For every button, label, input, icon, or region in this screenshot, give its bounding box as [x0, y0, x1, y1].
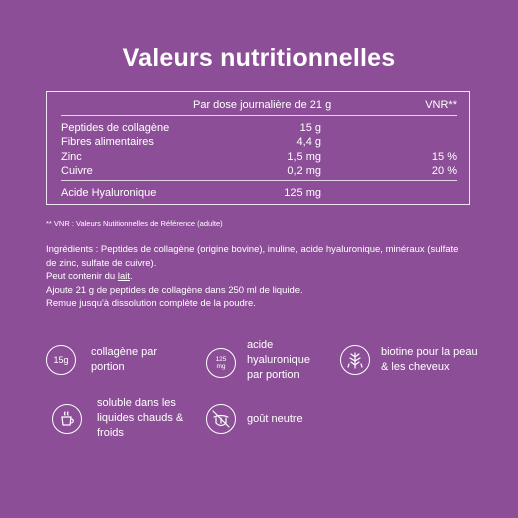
- page-title: Valeurs nutritionnelles: [122, 44, 396, 72]
- allergen-prefix: Peut contenir du: [46, 271, 118, 282]
- feature-biotin: biotine pour la peau & les cheveux: [340, 345, 481, 375]
- footnote: ** VNR : Valeurs Nutitionnelles de Référ…: [46, 219, 223, 228]
- nutrient-vnr: 20 %: [431, 165, 457, 177]
- nutrient-name: Peptides de collagène: [61, 122, 170, 134]
- feature-collagen: 15g collagène par portion: [46, 345, 176, 375]
- table-row: Zinc 1,5 mg 15 %: [47, 151, 469, 165]
- table-row: Acide Hyaluronique 125 mg: [47, 187, 469, 201]
- table-row: Fibres alimentaires 4,4 g: [47, 136, 469, 150]
- nutrient-quantity: 1,5 mg: [287, 151, 321, 163]
- nutrient-name: Fibres alimentaires: [61, 136, 154, 148]
- nutrient-quantity: 125 mg: [284, 187, 321, 199]
- feature-taste: goût neutre: [206, 404, 303, 434]
- nutrient-quantity: 4,4 g: [296, 136, 321, 148]
- usage-instruction: Remue jusqu'à dissolution complète de la…: [46, 298, 256, 309]
- hyaluronic-dose-icon: 125 mg: [206, 347, 236, 378]
- nutrient-quantity: 0,2 mg: [287, 165, 321, 177]
- table-row: Cuivre 0,2 mg 20 %: [47, 165, 469, 179]
- feature-label: biotine pour la peau & les cheveux: [381, 346, 478, 373]
- feature-label: goût neutre: [247, 412, 303, 425]
- feature-label: collagène par portion: [91, 346, 158, 373]
- allergen-name: lait: [117, 271, 130, 282]
- hyaluronic-dose-icon-unit: mg: [216, 362, 226, 370]
- allergen-notice: Peut contenir du lait.: [46, 270, 466, 284]
- hot-cup-icon: [52, 403, 82, 434]
- ingredients-block: Ingrédients : Peptides de collagène (ori…: [46, 243, 466, 311]
- feature-label: soluble dans les liquides chauds & froid…: [97, 397, 184, 439]
- ingredients-list: Ingrédients : Peptides de collagène (ori…: [46, 244, 459, 269]
- biotin-plant-icon: [340, 345, 370, 375]
- nutrient-quantity: 15 g: [299, 122, 321, 134]
- nutrient-name: Acide Hyaluronique: [61, 187, 157, 199]
- usage-instruction: Ajoute 21 g de peptides de collagène dan…: [46, 284, 303, 296]
- nutrient-vnr: 15 %: [431, 151, 457, 163]
- allergen-suffix: .: [129, 271, 133, 282]
- feature-soluble: soluble dans les liquides chauds & froid…: [52, 396, 192, 441]
- table-header-divider: [61, 115, 457, 116]
- table-header-dose: Par dose journalière de 21 g: [193, 99, 332, 111]
- table-row-divider: [61, 180, 457, 181]
- nutrient-name: Zinc: [61, 151, 82, 163]
- collagen-dose-icon-text: 15g: [53, 355, 69, 365]
- hyaluronic-dose-icon-amount: 125: [215, 355, 227, 363]
- nutrient-name: Cuivre: [61, 165, 93, 177]
- feature-label: acide hyaluronique par portion: [247, 339, 310, 381]
- nutrition-table: Par dose journalière de 21 g VNR** Pepti…: [46, 91, 470, 205]
- table-row: Peptides de collagène 15 g: [47, 122, 469, 136]
- feature-hyaluronic: 125 mg acide hyaluronique par portion: [206, 338, 322, 383]
- tongue-taste-icon: [206, 404, 236, 434]
- collagen-dose-icon: 15g: [46, 345, 76, 375]
- table-header-vnr: VNR**: [425, 99, 457, 111]
